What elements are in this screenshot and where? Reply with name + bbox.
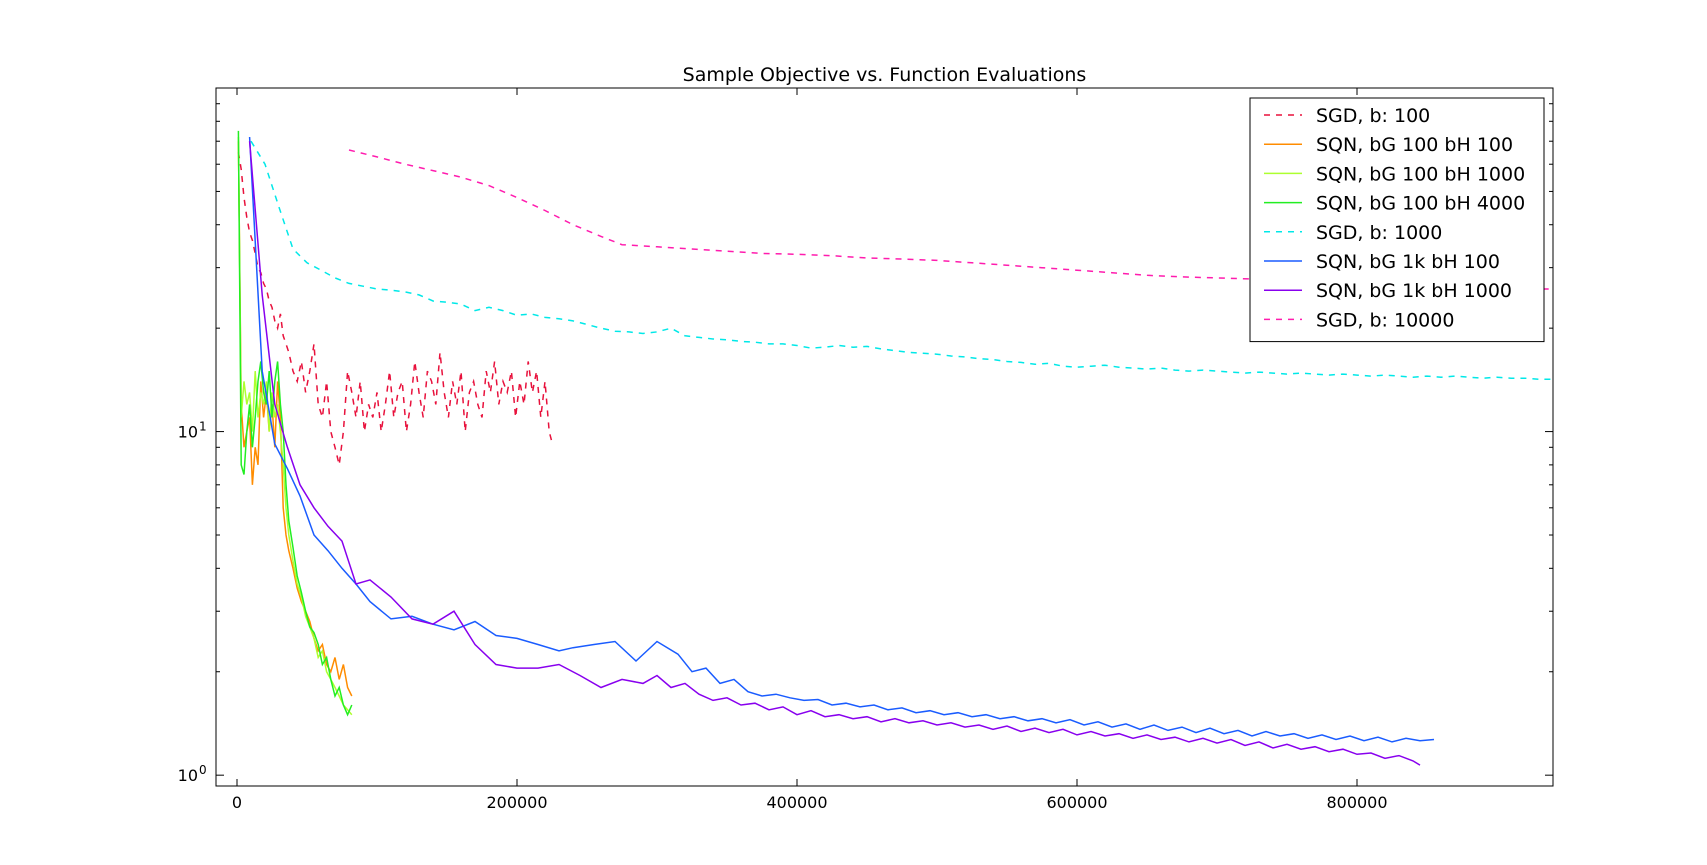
y-tick-label: 10 [178,766,198,785]
legend-label: SQN, bG 100 bH 1000 [1316,163,1525,185]
chart-title: Sample Objective vs. Function Evaluation… [683,64,1087,86]
y-tick-label: 10 [178,423,198,442]
series-line-5 [248,136,1435,743]
y-tick-exponent: 0 [199,763,207,777]
series-line-3 [237,130,353,717]
series-line-4 [250,140,1553,381]
x-tick-label: 400000 [766,793,827,812]
legend-label: SQN, bG 100 bH 4000 [1316,193,1525,215]
legend-label: SQN, bG 100 bH 100 [1316,134,1513,156]
x-tick-label: 600000 [1046,793,1107,812]
x-tick-label: 800000 [1326,793,1387,812]
x-tick-label: 0 [232,793,242,812]
legend-label: SGD, b: 1000 [1316,222,1442,244]
legend-label: SQN, bG 1k bH 1000 [1316,280,1512,302]
plot-frame [215,87,1554,787]
plot-area [237,130,1553,766]
x-tick-label: 200000 [486,793,547,812]
legend-label: SGD, b: 10000 [1316,309,1454,331]
legend-box [1249,97,1545,343]
series-line-2 [237,136,353,716]
x-axis: 0 200000 400000 600000 800000 [232,88,1388,812]
y-tick-exponent: 1 [199,420,207,434]
legend: SGD, b: 100 SQN, bG 100 bH 100 SQN, bG 100… [1249,97,1545,343]
series-line-6 [248,141,1421,766]
legend-label: SGD, b: 100 [1316,105,1430,127]
series-line-0 [237,152,553,466]
legend-label: SQN, bG 1k bH 100 [1316,251,1500,273]
